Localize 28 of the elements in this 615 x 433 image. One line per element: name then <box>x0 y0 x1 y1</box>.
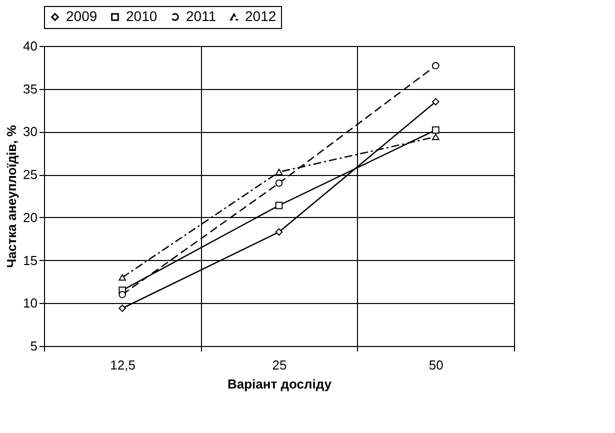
point <box>432 98 440 106</box>
y-tick-label: 30 <box>23 124 38 140</box>
point <box>118 304 126 312</box>
point <box>275 228 283 236</box>
y-tick-label: 10 <box>23 296 38 311</box>
point <box>118 290 126 298</box>
legend-label: 2011 <box>186 8 216 24</box>
y-tick-label: 40 <box>23 38 38 54</box>
point <box>275 168 283 176</box>
y-tick-label: 35 <box>23 81 38 96</box>
legend-label: 2010 <box>126 8 158 24</box>
x-axis-title: Варіант досліду <box>228 376 332 392</box>
x-tick-label: 12,5 <box>110 358 136 372</box>
point <box>432 62 440 70</box>
y-tick-label: 15 <box>23 252 38 268</box>
y-axis-title: Частка анеуплоїдів, % <box>4 124 20 268</box>
point <box>118 274 126 281</box>
legend-label: 2009 <box>66 8 98 24</box>
y-tick-label: 5 <box>30 338 38 354</box>
x-tick-label: 50 <box>428 358 444 372</box>
point <box>275 202 283 210</box>
x-tick-label: 25 <box>272 358 287 372</box>
point <box>275 179 283 187</box>
y-tick-label: 25 <box>23 167 38 182</box>
legend-label: 2012 <box>245 8 276 24</box>
point <box>432 126 440 134</box>
y-tick-label: 20 <box>23 210 38 225</box>
point <box>432 134 440 140</box>
